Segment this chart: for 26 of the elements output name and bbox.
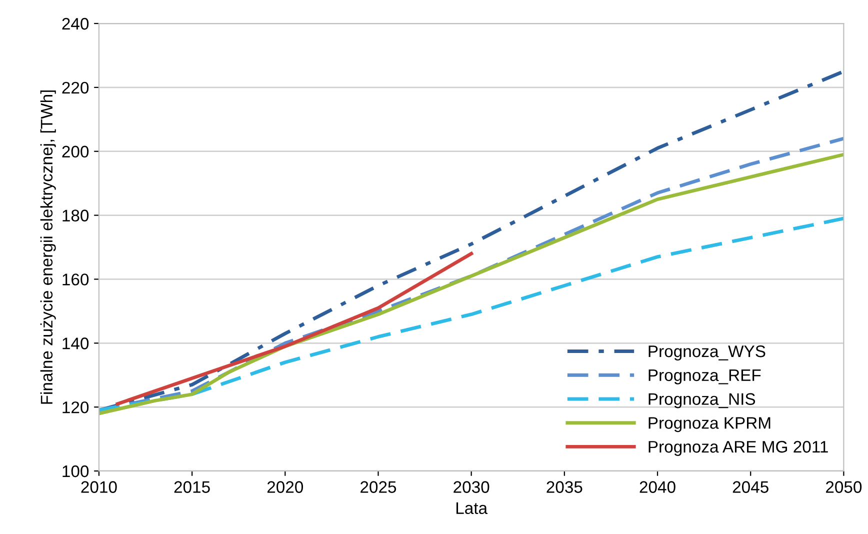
x-tick-label: 2015 — [174, 481, 210, 493]
legend-label: Prognoza_REF — [648, 369, 761, 384]
legend-label: Prognoza KPRM — [648, 417, 770, 432]
y-tick-label: 220 — [62, 82, 89, 94]
x-tick-label: 2030 — [454, 481, 490, 493]
legend-label: Prognoza ARE MG 2011 — [648, 440, 828, 456]
x-tick-label: 2025 — [360, 481, 396, 493]
y-tick-label: 240 — [62, 18, 89, 30]
y-axis-title: Finalne zużycie energii elektrycznej, [TWh] — [40, 90, 56, 404]
y-tick-label: 180 — [62, 210, 89, 222]
x-tick-label: 2035 — [546, 481, 582, 493]
x-tick-label: 2020 — [267, 481, 304, 493]
line-series — [116, 252, 474, 406]
x-tick-label: 2050 — [826, 481, 862, 493]
x-tick-label: 2045 — [732, 481, 768, 493]
y-tick-label: 140 — [62, 338, 89, 350]
y-tick-label: 200 — [62, 146, 89, 158]
legend-label: Prognoza_WYS — [648, 345, 766, 361]
line-series — [98, 216, 844, 412]
x-tick-label: 2040 — [640, 481, 676, 493]
y-tick-label: 160 — [62, 274, 89, 286]
y-tick-label: 120 — [62, 401, 89, 414]
x-axis-title: Lata — [456, 502, 488, 514]
y-tick-label: 100 — [62, 465, 89, 478]
legend-label: Prognoza_NIS — [648, 393, 756, 408]
x-tick-label: 2010 — [81, 481, 117, 493]
